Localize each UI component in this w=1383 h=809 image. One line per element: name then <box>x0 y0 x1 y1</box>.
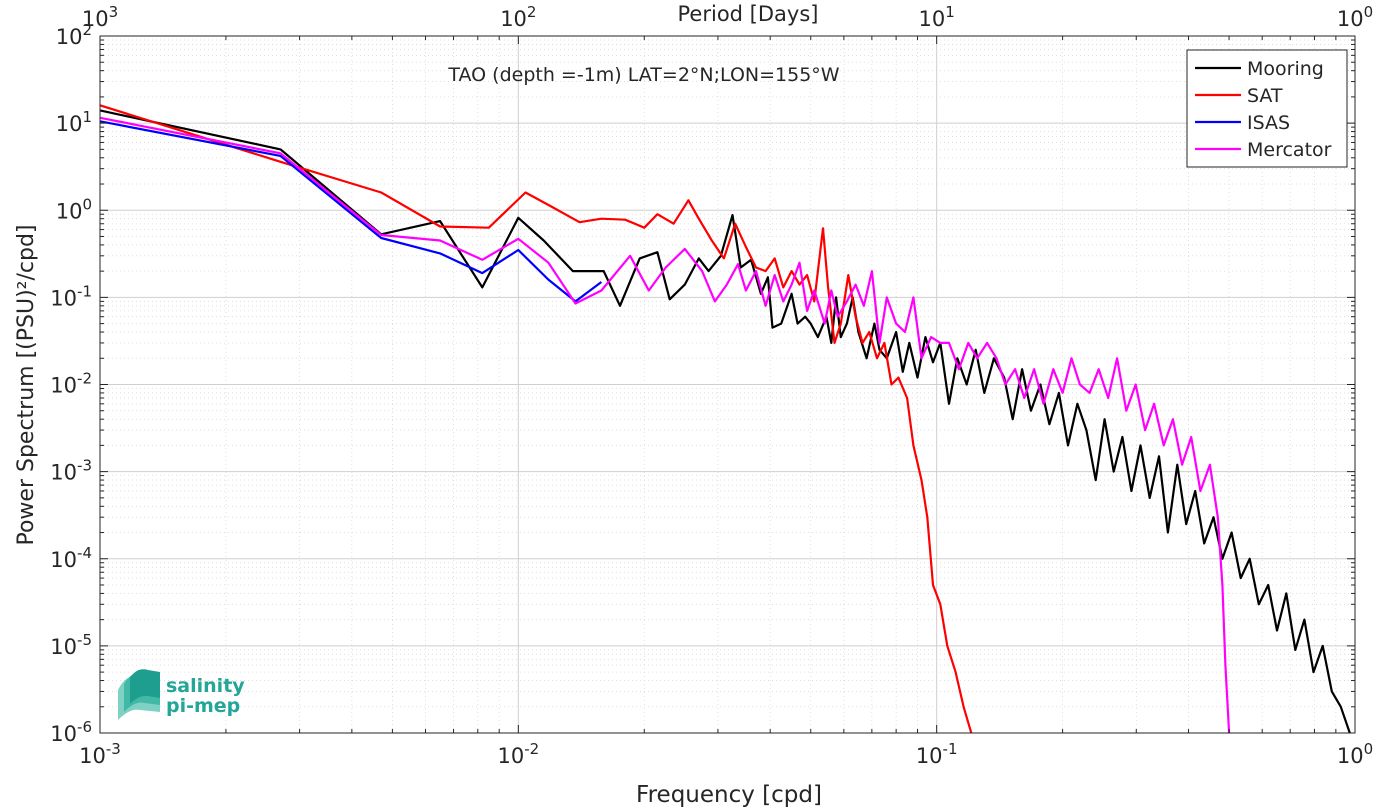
top-tick-labels: 103 102 101 100 <box>82 3 1373 31</box>
waves-icon <box>118 669 160 720</box>
y-tick-labels: 10-6 10-5 10-4 10-3 10-2 10-1 100 101 102 <box>50 21 92 746</box>
chart-title: TAO (depth =-1m) LAT=2°N;LON=155°W <box>447 64 839 86</box>
y-tick-label: 102 <box>56 21 92 49</box>
top-tick-label: 102 <box>500 3 536 31</box>
legend-box <box>1186 49 1348 168</box>
y-axis-label: Power Spectrum [(PSU)²/cpd] <box>14 224 39 545</box>
y-tick-label: 10-1 <box>50 282 92 310</box>
series-line-mercator <box>100 116 1231 733</box>
y-tick-label: 10-2 <box>50 370 92 398</box>
y-tick-label: 10-4 <box>50 544 92 572</box>
top-tick-label: 101 <box>919 3 955 31</box>
series-layer <box>100 104 1351 733</box>
y-tick-label: 101 <box>56 108 92 136</box>
salinity-pimep-logo: salinity pi-mep <box>118 669 245 720</box>
x-axis-label: Frequency [cpd] <box>636 782 822 808</box>
top-tick-label: 100 <box>1337 3 1373 31</box>
y-tick-label: 10-5 <box>50 631 92 659</box>
legend-label: ISAS <box>1247 112 1290 134</box>
logo-line2: pi-mep <box>166 695 240 717</box>
top-axis-label: Period [Days] <box>678 2 819 26</box>
x-tick-label: 10-2 <box>497 740 539 768</box>
legend: Mooring SAT ISAS Mercator <box>1186 49 1348 168</box>
legend-label: SAT <box>1247 85 1283 107</box>
x-tick-label: 10-1 <box>916 740 958 768</box>
x-tick-labels: 10-3 10-2 10-1 100 <box>79 740 1373 768</box>
x-tick-label: 10-3 <box>79 740 121 768</box>
legend-label: Mooring <box>1247 58 1324 80</box>
series-line-sat <box>100 104 973 733</box>
y-tick-label: 10-6 <box>50 718 92 746</box>
y-tick-label: 100 <box>56 195 92 223</box>
series-line-mooring <box>100 109 1351 733</box>
legend-label: Mercator <box>1247 139 1332 161</box>
tick-marks <box>99 35 1356 734</box>
y-tick-label: 10-3 <box>50 457 92 485</box>
x-tick-label: 100 <box>1337 740 1373 768</box>
series-line-isas <box>100 120 603 303</box>
logo-line1: salinity <box>166 675 245 697</box>
top-tick-label: 103 <box>82 3 118 31</box>
